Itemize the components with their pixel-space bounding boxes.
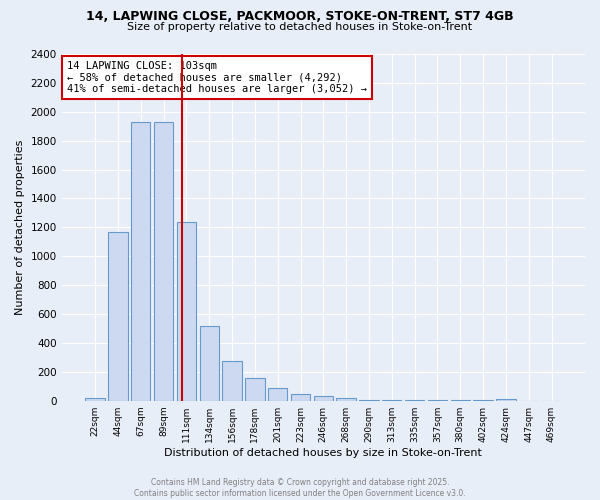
Bar	[337, 398, 356, 400]
Bar	[496, 398, 515, 400]
Y-axis label: Number of detached properties: Number of detached properties	[15, 140, 25, 315]
Text: Size of property relative to detached houses in Stoke-on-Trent: Size of property relative to detached ho…	[127, 22, 473, 32]
Bar	[131, 122, 151, 400]
Bar	[200, 326, 219, 400]
Bar	[154, 122, 173, 400]
Bar	[177, 222, 196, 400]
Bar	[108, 232, 128, 400]
Bar	[85, 398, 105, 400]
Text: 14 LAPWING CLOSE: 103sqm
← 58% of detached houses are smaller (4,292)
41% of sem: 14 LAPWING CLOSE: 103sqm ← 58% of detach…	[67, 61, 367, 94]
Bar	[245, 378, 265, 400]
Bar	[268, 388, 287, 400]
Bar	[223, 361, 242, 401]
Text: 14, LAPWING CLOSE, PACKMOOR, STOKE-ON-TRENT, ST7 4GB: 14, LAPWING CLOSE, PACKMOOR, STOKE-ON-TR…	[86, 10, 514, 23]
Text: Contains HM Land Registry data © Crown copyright and database right 2025.
Contai: Contains HM Land Registry data © Crown c…	[134, 478, 466, 498]
Bar	[291, 394, 310, 400]
X-axis label: Distribution of detached houses by size in Stoke-on-Trent: Distribution of detached houses by size …	[164, 448, 482, 458]
Bar	[314, 396, 333, 400]
